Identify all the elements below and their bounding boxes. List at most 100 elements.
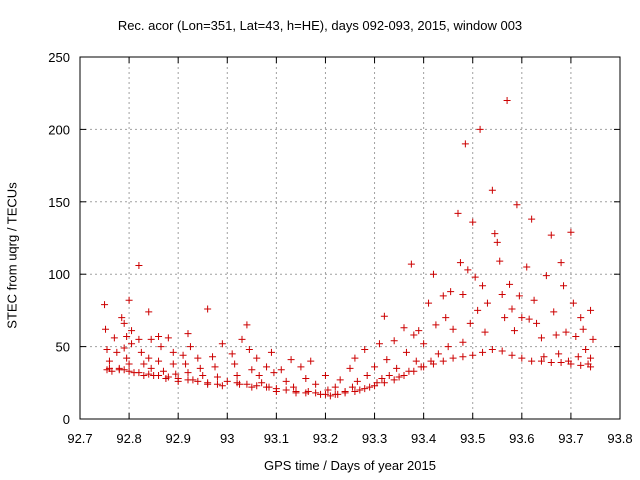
axis-ticks: 0 50 100 150 200 250 92.7 92.8 92.9 93 93.1 93.2 93.…: [48, 50, 632, 446]
data-point-marker: [164, 334, 172, 342]
data-point-marker: [557, 359, 565, 367]
data-point-marker: [483, 299, 491, 307]
data-point-marker: [420, 363, 428, 371]
data-point-marker: [444, 343, 452, 351]
data-point-marker: [312, 389, 320, 397]
data-point-marker: [488, 345, 496, 353]
data-point-marker: [115, 366, 123, 374]
data-point-marker: [540, 353, 548, 361]
data-point-marker: [498, 347, 506, 355]
data-point-marker: [577, 314, 585, 322]
data-point-marker: [479, 282, 487, 290]
data-point-marker: [383, 356, 391, 364]
data-point-marker: [272, 385, 280, 393]
data-point-marker: [331, 390, 339, 398]
data-point-marker: [211, 363, 219, 371]
data-point-marker: [255, 372, 263, 380]
data-point-marker: [432, 321, 440, 329]
data-point-marker: [155, 357, 163, 365]
data-point-marker: [469, 351, 477, 359]
data-point-marker: [525, 315, 533, 323]
data-point-marker: [479, 348, 487, 356]
data-point-marker: [439, 292, 447, 300]
data-point-marker: [474, 306, 482, 314]
data-point-marker: [380, 379, 388, 387]
data-point-marker: [361, 345, 369, 353]
data-point-marker: [420, 340, 428, 348]
data-point-marker: [324, 386, 332, 394]
data-point-marker: [238, 335, 246, 343]
data-point-marker: [510, 327, 518, 335]
data-point-marker: [547, 359, 555, 367]
data-point-marker: [326, 392, 334, 400]
data-point-marker: [496, 257, 504, 265]
data-point-marker: [491, 230, 499, 238]
data-point-marker: [253, 382, 261, 390]
data-point-marker: [245, 345, 253, 353]
data-point-marker: [518, 354, 526, 362]
data-point-marker: [587, 363, 595, 371]
data-point-marker: [385, 372, 393, 380]
data-point-marker: [366, 383, 374, 391]
data-point-marker: [351, 354, 359, 362]
data-point-marker: [375, 340, 383, 348]
data-point-marker: [123, 332, 131, 340]
data-point-marker: [547, 231, 555, 239]
data-point-marker: [307, 357, 315, 365]
data-point-marker: [501, 314, 509, 322]
data-point-marker: [459, 353, 467, 361]
data-point-marker: [123, 354, 131, 362]
data-point-marker: [530, 296, 538, 304]
data-point-marker: [113, 348, 121, 356]
data-point-marker: [400, 324, 408, 332]
data-point-marker: [361, 385, 369, 393]
data-point-marker: [302, 374, 310, 382]
data-point-marker: [297, 363, 305, 371]
data-point-marker: [233, 379, 241, 387]
data-point-marker: [567, 360, 575, 368]
data-point-marker: [145, 308, 153, 316]
data-point-marker: [528, 215, 536, 223]
data-point-marker: [579, 325, 587, 333]
data-point-marker: [120, 344, 128, 352]
data-point-marker: [449, 354, 457, 362]
data-point-marker: [105, 364, 113, 372]
data-point-marker: [410, 367, 418, 375]
data-point-marker: [557, 259, 565, 267]
x-tick-label: 92.7: [67, 431, 92, 446]
data-point-marker: [429, 360, 437, 368]
grid-lines: [80, 57, 620, 419]
data-point-marker: [118, 314, 126, 322]
data-point-marker: [110, 334, 118, 342]
data-point-marker: [442, 314, 450, 322]
data-point-marker: [164, 373, 172, 381]
data-point-marker: [459, 338, 467, 346]
data-point-marker: [574, 353, 582, 361]
data-point-marker: [567, 228, 575, 236]
data-point-marker: [125, 296, 133, 304]
data-point-marker: [248, 383, 256, 391]
data-point-marker: [461, 140, 469, 148]
data-point-marker: [560, 282, 568, 290]
data-point-marker: [140, 360, 148, 368]
data-point-marker: [292, 387, 300, 395]
data-point-marker: [243, 380, 251, 388]
data-point-marker: [270, 369, 278, 377]
data-point-marker: [508, 305, 516, 313]
data-point-marker: [415, 327, 423, 335]
data-point-marker: [128, 327, 136, 335]
x-tick-label: 93.1: [264, 431, 289, 446]
data-point-marker: [533, 319, 541, 327]
data-point-marker: [393, 364, 401, 372]
x-tick-label: 93.4: [411, 431, 436, 446]
data-point-marker: [425, 299, 433, 307]
data-point-marker: [528, 357, 536, 365]
data-point-marker: [353, 377, 361, 385]
data-point-marker: [569, 299, 577, 307]
data-point-marker: [363, 372, 371, 380]
data-point-marker: [390, 337, 398, 345]
data-point-marker: [341, 389, 349, 397]
data-point-marker: [287, 356, 295, 364]
x-tick-label: 93.5: [460, 431, 485, 446]
